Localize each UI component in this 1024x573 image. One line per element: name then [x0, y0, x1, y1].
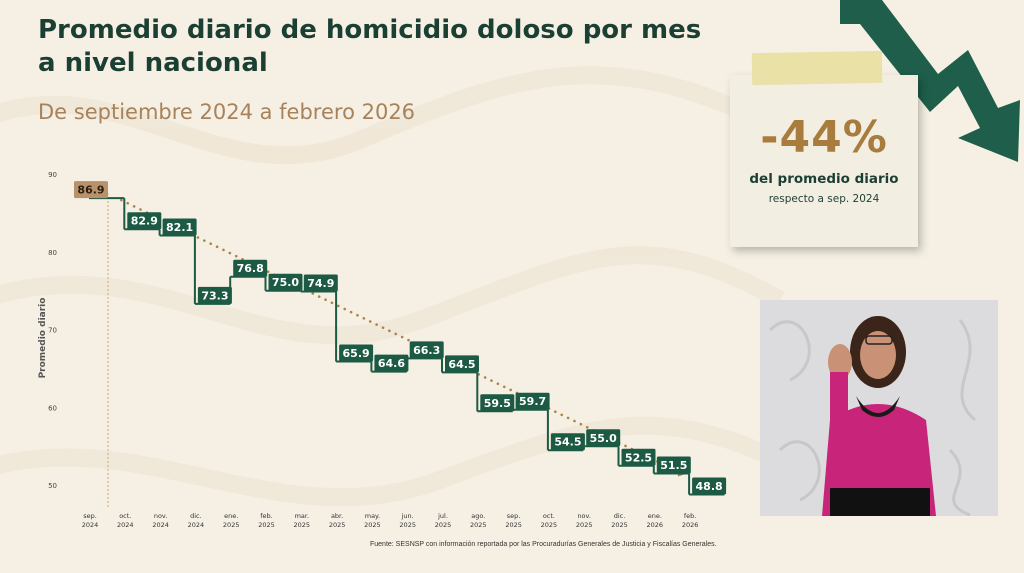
value-label: 65.9 [343, 347, 370, 360]
y-tick-label: 90 [48, 171, 57, 179]
tape-decoration [751, 50, 883, 86]
value-label: 82.1 [166, 221, 193, 234]
x-tick-year: 2024 [82, 521, 99, 529]
down-arrow-icon [840, 0, 1020, 162]
y-tick-label: 70 [48, 327, 57, 335]
value-label-box [621, 448, 656, 466]
x-tick-month: nov. [154, 512, 168, 520]
x-tick-year: 2025 [541, 521, 558, 529]
x-tick-year: 2025 [505, 521, 522, 529]
value-label: 59.7 [519, 395, 546, 408]
value-label-box [656, 456, 691, 474]
x-tick-month: ene. [648, 512, 662, 520]
value-label-box [339, 344, 374, 362]
value-label: 59.5 [484, 397, 511, 410]
x-tick-year: 2025 [364, 521, 381, 529]
x-tick-year: 2025 [470, 521, 487, 529]
x-tick-month: sep. [507, 512, 521, 520]
x-tick-month: jul. [437, 512, 448, 520]
trend-dotted-line [120, 198, 682, 474]
value-label: 64.6 [378, 357, 405, 370]
value-label: 55.0 [590, 432, 617, 445]
x-tick-month: feb. [260, 512, 272, 520]
callout-subtext: respecto a sep. 2024 [768, 193, 880, 205]
x-tick-year: 2024 [152, 521, 169, 529]
value-label: 74.9 [307, 277, 334, 290]
value-label-box [197, 286, 232, 304]
value-label-box [480, 394, 515, 412]
y-axis-label: Promedio diario [38, 298, 48, 379]
step-series: 86.9 82.9 82.1 73.3 76.8 75.0 74.9 65.9 64.6 66.3… [74, 181, 727, 496]
x-tick-year: 2025 [399, 521, 416, 529]
x-tick-month: dic. [614, 512, 626, 520]
x-tick-year: 2025 [294, 521, 311, 529]
value-label: 86.9 [77, 184, 104, 197]
value-label: 52.5 [625, 451, 652, 464]
y-tick-label: 80 [48, 249, 57, 257]
value-label-box [303, 274, 338, 292]
value-label: 51.5 [660, 459, 687, 472]
page-subtitle: De septiembre 2024 a febrero 2026 [38, 100, 416, 124]
x-tick-month: feb. [684, 512, 696, 520]
value-label-box [233, 259, 268, 277]
interpreter-figure [760, 300, 998, 516]
value-label-box [692, 477, 727, 495]
x-axis: sep.2024oct.2024nov.2024dic.2024ene.2025… [82, 512, 699, 529]
x-tick-year: 2024 [188, 521, 205, 529]
x-tick-month: mar. [295, 512, 309, 520]
x-tick-month: sep. [83, 512, 97, 520]
value-label: 54.5 [554, 436, 581, 449]
value-label-box [268, 273, 303, 291]
value-label-box [162, 218, 197, 236]
bar-chart: 50 60 70 80 90 Promedio diario 86.9 82.9 82.1 7… [38, 171, 727, 529]
x-tick-year: 2025 [258, 521, 275, 529]
x-tick-year: 2025 [329, 521, 346, 529]
x-tick-month: nov. [577, 512, 591, 520]
value-label-box [445, 355, 479, 373]
interpreter-video [760, 300, 998, 516]
x-tick-month: ene. [224, 512, 238, 520]
value-label-box [74, 181, 108, 199]
value-label: 48.8 [696, 480, 723, 493]
callout-percentage: -44% [760, 112, 888, 163]
x-tick-year: 2025 [611, 521, 628, 529]
value-label-box [127, 212, 162, 230]
page-title: Promedio diario de homicidio doloso por … [38, 15, 702, 78]
value-label: 66.3 [413, 344, 440, 357]
source-note: Fuente: SESNSP con información reportada… [370, 541, 717, 548]
y-tick-label: 50 [48, 482, 57, 490]
x-tick-month: jun. [401, 512, 414, 520]
value-label-box [550, 433, 585, 451]
value-label-box [515, 392, 550, 410]
x-tick-month: may. [365, 512, 380, 520]
value-label: 73.3 [201, 289, 228, 302]
value-label-box [409, 341, 444, 359]
value-label: 82.9 [131, 215, 158, 228]
value-label: 75.0 [272, 276, 299, 289]
x-tick-month: oct. [543, 512, 555, 520]
value-label: 76.8 [237, 262, 264, 275]
x-tick-month: ago. [471, 512, 485, 520]
x-tick-year: 2025 [435, 521, 452, 529]
value-label-box [374, 354, 409, 372]
x-tick-year: 2026 [647, 521, 664, 529]
y-tick-label: 60 [48, 404, 57, 412]
x-tick-month: abr. [331, 512, 343, 520]
x-tick-month: dic. [190, 512, 202, 520]
x-tick-month: oct. [119, 512, 131, 520]
y-axis: 50 60 70 80 90 [48, 171, 57, 490]
x-tick-year: 2024 [117, 521, 134, 529]
value-label-box [586, 429, 621, 447]
x-tick-year: 2025 [576, 521, 593, 529]
x-tick-year: 2025 [223, 521, 240, 529]
value-label: 64.5 [448, 358, 475, 371]
x-tick-year: 2026 [682, 521, 699, 529]
callout-card [730, 75, 918, 247]
callout-text: del promedio diario [749, 171, 899, 187]
